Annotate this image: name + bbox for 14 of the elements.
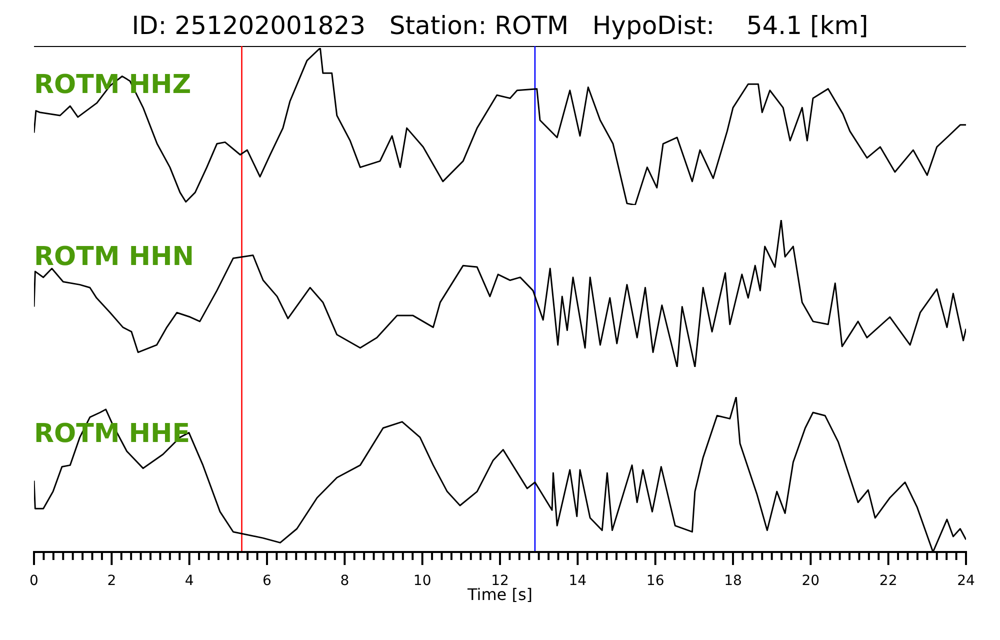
series-label: ROTM HHN — [34, 242, 194, 272]
x-tick-label: 14 — [568, 573, 587, 589]
x-tick-label: 18 — [724, 573, 742, 589]
x-tick-label: 2 — [107, 573, 116, 589]
chart-title: ID: 251202001823 Station: ROTM HypoDist: 54.1 [km] — [130, 10, 870, 42]
x-tick-label: 20 — [802, 573, 820, 589]
x-tick-label: 10 — [413, 573, 432, 589]
x-tick-label: 16 — [646, 573, 664, 589]
x-tick-label: 22 — [879, 573, 898, 589]
x-tick-label: 8 — [340, 573, 350, 589]
x-tick-label: 4 — [184, 573, 194, 589]
x-tick-label: 24 — [957, 573, 975, 589]
x-tick-label: 0 — [30, 573, 38, 589]
x-tick-label: 6 — [262, 573, 272, 589]
